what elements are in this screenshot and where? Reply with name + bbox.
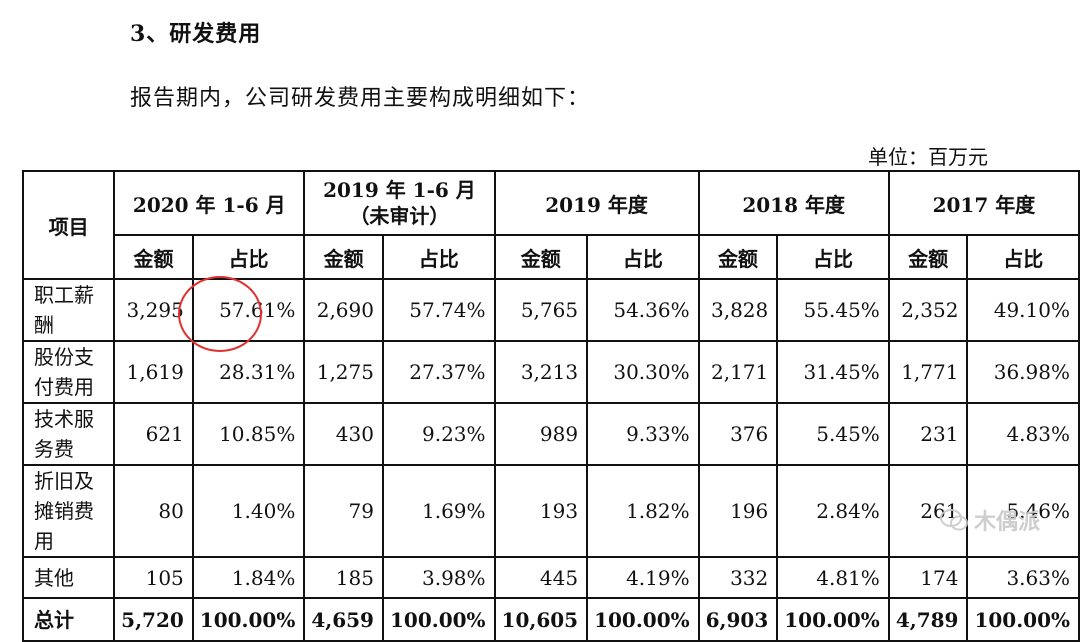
ratio-cell: 5.46% [966,464,1080,558]
table-body: 职工薪酬 3,295 57.61% 2,690 57.74% 5,765 54.36% 3,8… [21,278,1080,642]
sub-header-amount: 金额 [493,234,589,280]
period-header-2020h1: 2020 年 1-6 月 [113,170,306,236]
ratio-cell: 9.23% [381,402,496,466]
sub-header-amount: 金额 [887,234,969,280]
amount-cell: 4,659 [303,597,384,642]
row-label: 技术服务费 [21,402,116,466]
amount-cell: 80 [113,464,194,558]
watermark-text: 木偶派 [974,510,1041,535]
rd-expense-table: 项目 2020 年 1-6 月 2019 年 1-6 月（未审计） 2019 年… [21,170,1080,642]
sub-header-amount: 金额 [697,234,779,280]
table-row: 技术服务费 621 10.85% 430 9.23% 989 9.33% 376 5.45% 23… [21,402,1080,466]
period-header-2019h1: 2019 年 1-6 月（未审计） [303,170,496,236]
table-row: 股份支付费用 1,619 28.31% 1,275 27.37% 3,213 30.30% 2… [21,340,1080,404]
ratio-cell: 36.98% [966,340,1080,404]
amount-cell: 376 [697,402,779,466]
ratio-cell: 1.40% [191,464,306,558]
ratio-cell: 100.00% [191,597,306,642]
header-row-periods: 项目 2020 年 1-6 月 2019 年 1-6 月（未审计） 2019 年… [21,170,1080,280]
sub-header-ratio: 占比 [381,234,496,280]
period-header-2018: 2018 年度 [697,170,890,236]
amount-cell: 4,789 [887,597,969,642]
ratio-cell: 4.19% [586,556,700,599]
unit-label: 单位：百万元 [868,145,988,169]
ratio-cell: 5.45% [776,402,890,466]
row-label: 折旧及摊销费用 [21,464,116,558]
item-header: 项目 [21,170,116,280]
amount-cell: 621 [113,402,194,466]
ratio-cell: 27.37% [381,340,496,404]
sub-header-ratio: 占比 [586,234,700,280]
ratio-cell: 54.36% [586,278,700,342]
ratio-cell: 3.98% [381,556,496,599]
row-label: 总计 [21,597,116,642]
amount-cell: 332 [697,556,779,599]
header-row-sub: 金额 占比 金额 占比 金额 占比 金额 占比 金额 占比 [23,234,1080,280]
amount-cell: 185 [303,556,384,599]
ratio-cell: 30.30% [586,340,700,404]
intro-text: 报告期内，公司研发费用主要构成明细如下： [130,86,591,111]
table-row: 其他 105 1.84% 185 3.98% 445 4.19% 332 4.81% 174 3.6… [21,556,1080,599]
table-row: 折旧及摊销费用 80 1.40% 79 1.69% 193 1.82% 196 2.84% 261… [21,464,1080,558]
amount-cell: 1,275 [303,340,384,404]
ratio-cell: 10.85% [191,402,306,466]
ratio-cell: 100.00% [776,597,890,642]
sub-header-ratio: 占比 [966,234,1080,280]
ratio-cell: 49.10% [966,278,1080,342]
ratio-cell: 1.69% [381,464,496,558]
sub-header-ratio: 占比 [776,234,890,280]
amount-cell: 1,619 [113,340,194,404]
amount-cell: 1,771 [887,340,969,404]
sub-header-amount: 金额 [113,234,194,280]
ratio-cell: 55.45% [776,278,890,342]
ratio-cell: 9.33% [586,402,700,466]
ratio-cell: 100.00% [966,597,1080,642]
table-row: 总计 5,720 100.00% 4,659 100.00% 10,605 100.00% 6… [21,597,1080,642]
amount-cell: 174 [887,556,969,599]
amount-cell: 2,690 [303,278,384,342]
amount-cell: 445 [493,556,589,599]
section-heading: 3、研发费用 [130,21,262,47]
ratio-cell: 4.83% [966,402,1080,466]
ratio-cell: 4.81% [776,556,890,599]
amount-cell: 10,605 [493,597,589,642]
amount-cell: 2,352 [887,278,969,342]
ratio-cell: 1.84% [191,556,306,599]
ratio-cell: 1.82% [586,464,700,558]
row-label: 其他 [21,556,116,599]
sub-header-ratio: 占比 [191,234,306,280]
amount-cell: 2,171 [697,340,779,404]
watermark: 木偶派 [940,503,1040,537]
amount-cell: 196 [697,464,779,558]
ratio-cell: 100.00% [381,597,496,642]
amount-cell: 5,765 [493,278,589,342]
ratio-cell: 57.74% [381,278,496,342]
sub-header-amount: 金额 [303,234,384,280]
period-header-2019: 2019 年度 [493,170,700,236]
chat-bubble-icon [940,509,968,531]
amount-cell: 6,903 [697,597,779,642]
row-label: 职工薪酬 [21,278,116,342]
amount-cell: 105 [113,556,194,599]
amount-cell: 231 [887,402,969,466]
amount-cell: 3,828 [697,278,779,342]
ratio-cell: 3.63% [966,556,1080,599]
amount-cell: 79 [303,464,384,558]
period-header-2017: 2017 年度 [887,170,1080,236]
amount-cell: 3,213 [493,340,589,404]
amount-cell: 989 [493,402,589,466]
amount-cell: 5,720 [113,597,194,642]
row-label: 股份支付费用 [21,340,116,404]
ratio-cell: 2.84% [776,464,890,558]
ratio-cell: 100.00% [586,597,700,642]
ratio-cell: 31.45% [776,340,890,404]
amount-cell: 193 [493,464,589,558]
amount-cell: 430 [303,402,384,466]
annotation-circle [178,276,262,352]
table-row: 职工薪酬 3,295 57.61% 2,690 57.74% 5,765 54.36% 3,8… [21,278,1080,342]
